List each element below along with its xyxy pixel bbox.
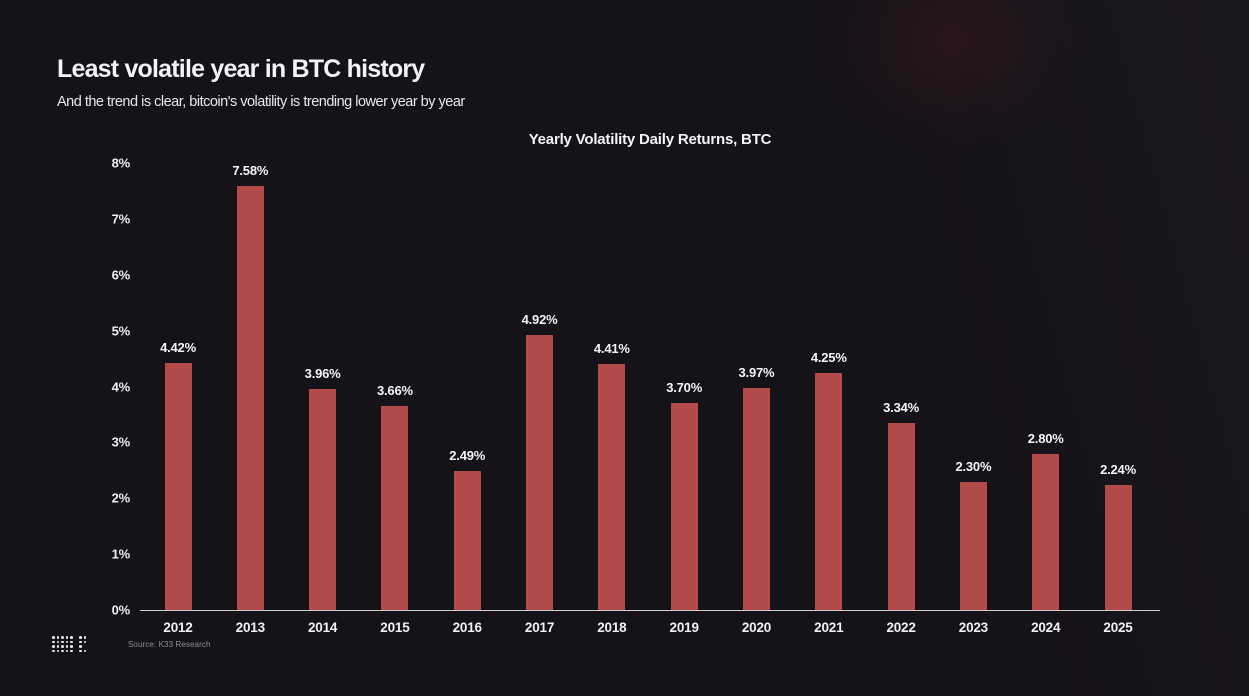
bar-2012: [164, 363, 192, 610]
bar-chart: Yearly Volatility Daily Returns, BTC 4.4…: [112, 131, 1160, 635]
bar-2019: [670, 403, 698, 610]
x-axis-label: 2024: [1031, 620, 1061, 635]
y-axis-label: 7%: [111, 211, 131, 227]
x-axis-label: 2014: [307, 620, 338, 635]
source-text: Source: K33 Research: [128, 639, 211, 649]
y-axis-label: 5%: [111, 323, 131, 339]
x-axis-label: 2020: [741, 620, 772, 635]
bar-2016: [453, 470, 481, 610]
bar-2024: [1032, 453, 1060, 610]
bar-value-label: 7.58%: [232, 163, 269, 179]
y-axis-label: 1%: [111, 546, 131, 562]
x-axis-label: 2021: [814, 620, 844, 635]
bar-2015: [381, 405, 409, 610]
bar-value-label: 3.34%: [883, 400, 919, 416]
y-axis-label: 6%: [111, 267, 131, 283]
bar-2021: [815, 372, 843, 610]
x-axis-label: 2022: [886, 620, 916, 635]
bar-value-label: 2.80%: [1027, 430, 1064, 446]
x-axis-label: 2025: [1103, 620, 1133, 635]
y-axis-label: 3%: [111, 434, 131, 450]
bar-value-label: 4.92%: [521, 312, 558, 328]
bar-2017: [526, 335, 554, 610]
bar-value-label: 3.96%: [304, 365, 341, 381]
y-axis-label: 0%: [111, 602, 131, 618]
x-axis-label: 2023: [958, 620, 988, 635]
x-axis-label: 2017: [524, 620, 555, 635]
bar-2023: [959, 481, 987, 610]
red-glow: [820, 0, 1080, 150]
bar-value-label: 2.49%: [449, 447, 486, 463]
bar-value-label: 4.41%: [593, 340, 630, 356]
bar-value-label: 3.70%: [666, 380, 703, 396]
header: Least volatile year in BTC history And t…: [57, 55, 465, 110]
bar-2025: [1104, 484, 1132, 610]
x-axis-label: 2015: [380, 620, 410, 635]
x-axis-label: 2012: [163, 620, 193, 635]
bar-2020: [742, 388, 770, 610]
bar-value-label: 3.97%: [738, 365, 775, 381]
y-axis-label: 4%: [111, 379, 131, 394]
y-axis-label: 2%: [111, 490, 131, 506]
bar-2013: [236, 186, 264, 610]
y-axis-label: 8%: [111, 155, 131, 171]
chart-title: Yearly Volatility Daily Returns, BTC: [528, 131, 772, 148]
bar-value-label: 4.42%: [160, 340, 196, 356]
page-subtitle: And the trend is clear, bitcoin's volati…: [57, 93, 465, 110]
x-axis-label: 2019: [669, 620, 699, 635]
x-axis-label: 2013: [235, 620, 265, 635]
footer: Source: K33 Research: [52, 636, 211, 652]
bar-2022: [887, 423, 915, 610]
bar-2014: [309, 388, 337, 610]
x-axis-label: 2018: [597, 620, 627, 635]
page-title: Least volatile year in BTC history: [57, 55, 425, 83]
bar-value-label: 2.24%: [1100, 461, 1136, 477]
bar-value-label: 2.30%: [955, 458, 992, 474]
x-axis-label: 2016: [452, 620, 482, 635]
bar-2018: [598, 363, 626, 610]
x-axis-line: [140, 609, 1160, 611]
bar-value-label: 3.66%: [376, 382, 413, 398]
k33-dot-logo: [52, 636, 86, 652]
bar-value-label: 4.25%: [810, 349, 847, 365]
